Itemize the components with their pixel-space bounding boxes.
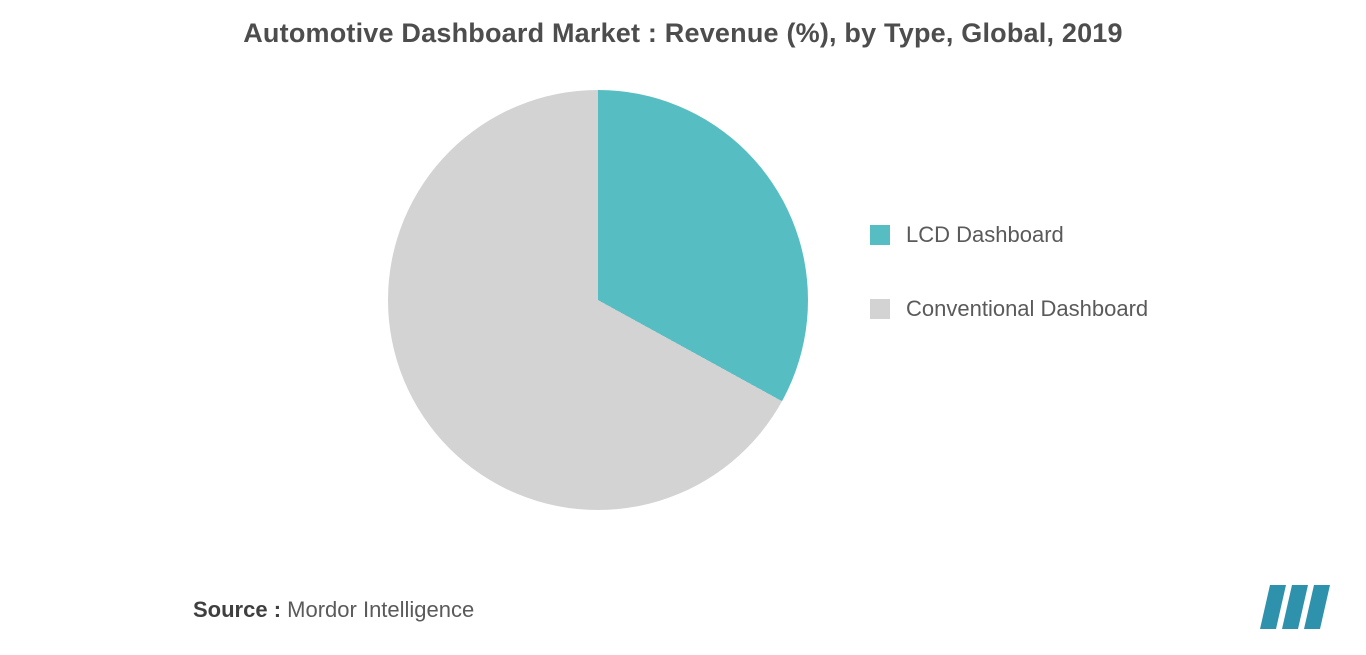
mordor-logo-icon bbox=[1260, 585, 1330, 629]
legend-swatch bbox=[870, 225, 890, 245]
pie-slices bbox=[388, 90, 808, 510]
source-attribution: Source : Mordor Intelligence bbox=[193, 597, 474, 623]
legend: LCD Dashboard Conventional Dashboard bbox=[870, 222, 1148, 370]
legend-item-lcd: LCD Dashboard bbox=[870, 222, 1148, 248]
legend-swatch bbox=[870, 299, 890, 319]
source-label: Source : bbox=[193, 597, 281, 622]
pie-chart bbox=[388, 90, 808, 510]
chart-title: Automotive Dashboard Market : Revenue (%… bbox=[0, 18, 1366, 49]
legend-label: Conventional Dashboard bbox=[906, 296, 1148, 322]
source-text: Mordor Intelligence bbox=[287, 597, 474, 622]
legend-label: LCD Dashboard bbox=[906, 222, 1064, 248]
legend-item-conventional: Conventional Dashboard bbox=[870, 296, 1148, 322]
